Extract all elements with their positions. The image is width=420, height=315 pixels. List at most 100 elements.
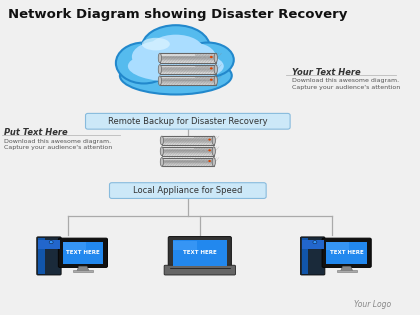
- Bar: [162, 144, 214, 145]
- Ellipse shape: [142, 25, 210, 69]
- Bar: [162, 164, 214, 165]
- Ellipse shape: [120, 57, 232, 94]
- Bar: [162, 143, 214, 144]
- Text: Remote Backup for Disaster Recovery: Remote Backup for Disaster Recovery: [108, 117, 268, 126]
- Bar: [160, 66, 216, 67]
- Bar: [160, 62, 216, 63]
- Bar: [160, 65, 216, 74]
- Bar: [162, 158, 214, 166]
- Circle shape: [201, 79, 203, 81]
- Circle shape: [208, 149, 211, 151]
- Ellipse shape: [148, 35, 204, 66]
- Bar: [162, 152, 214, 153]
- FancyBboxPatch shape: [322, 238, 371, 267]
- Bar: [302, 238, 308, 274]
- Bar: [38, 238, 45, 274]
- FancyBboxPatch shape: [110, 183, 266, 198]
- Bar: [160, 79, 216, 80]
- Bar: [160, 54, 216, 55]
- Bar: [162, 138, 214, 139]
- Bar: [163, 148, 194, 149]
- Circle shape: [210, 67, 213, 69]
- Ellipse shape: [214, 76, 218, 85]
- Circle shape: [205, 150, 207, 151]
- Bar: [302, 240, 324, 249]
- Ellipse shape: [132, 41, 188, 72]
- Bar: [160, 53, 216, 54]
- Circle shape: [200, 150, 202, 151]
- Ellipse shape: [212, 136, 215, 145]
- Bar: [160, 55, 216, 56]
- Bar: [160, 61, 216, 62]
- Bar: [173, 240, 227, 266]
- Bar: [162, 159, 214, 160]
- Ellipse shape: [182, 43, 234, 77]
- Ellipse shape: [128, 50, 224, 82]
- Circle shape: [208, 139, 211, 140]
- Circle shape: [208, 160, 211, 162]
- Bar: [38, 240, 60, 249]
- Circle shape: [201, 67, 203, 69]
- Bar: [160, 80, 216, 81]
- Bar: [160, 83, 216, 84]
- Bar: [160, 76, 216, 77]
- Bar: [160, 69, 216, 70]
- Bar: [160, 56, 216, 57]
- Bar: [162, 147, 214, 156]
- Bar: [162, 136, 214, 137]
- Circle shape: [206, 67, 208, 69]
- Bar: [160, 59, 216, 60]
- FancyBboxPatch shape: [86, 113, 290, 129]
- Ellipse shape: [158, 53, 161, 63]
- Bar: [162, 141, 214, 142]
- Bar: [160, 65, 216, 66]
- Bar: [326, 242, 349, 250]
- Circle shape: [210, 56, 213, 58]
- Ellipse shape: [212, 147, 215, 156]
- Bar: [162, 147, 214, 148]
- FancyBboxPatch shape: [301, 237, 325, 275]
- Bar: [160, 81, 216, 82]
- Text: Your Text Here: Your Text Here: [292, 68, 360, 77]
- Bar: [162, 161, 214, 162]
- Bar: [162, 140, 214, 141]
- Bar: [160, 72, 216, 73]
- Bar: [160, 78, 216, 79]
- Circle shape: [200, 139, 202, 140]
- Ellipse shape: [142, 38, 170, 50]
- Bar: [160, 77, 216, 78]
- Ellipse shape: [212, 158, 215, 166]
- Bar: [162, 153, 214, 154]
- Circle shape: [206, 79, 208, 81]
- Bar: [161, 54, 194, 56]
- Circle shape: [205, 160, 207, 162]
- Text: Download this awesome diagram.
Capture your audience's attention: Download this awesome diagram. Capture y…: [292, 78, 400, 90]
- Bar: [63, 242, 103, 264]
- Bar: [162, 162, 214, 163]
- Ellipse shape: [160, 136, 163, 145]
- FancyBboxPatch shape: [58, 238, 108, 267]
- Text: Put Text Here: Put Text Here: [4, 128, 68, 137]
- Bar: [160, 73, 216, 74]
- Text: TEXT HERE: TEXT HERE: [183, 250, 217, 255]
- Bar: [160, 60, 216, 61]
- Bar: [160, 68, 216, 69]
- Circle shape: [200, 160, 202, 162]
- Text: TEXT HERE: TEXT HERE: [66, 250, 100, 255]
- Ellipse shape: [160, 147, 163, 156]
- Bar: [162, 142, 214, 143]
- Bar: [160, 82, 216, 83]
- Ellipse shape: [160, 158, 163, 166]
- Bar: [161, 77, 194, 78]
- Polygon shape: [341, 266, 353, 271]
- Circle shape: [210, 78, 213, 81]
- Circle shape: [205, 139, 207, 140]
- Circle shape: [206, 56, 208, 58]
- Bar: [337, 270, 357, 272]
- Polygon shape: [77, 266, 89, 271]
- FancyBboxPatch shape: [37, 237, 61, 275]
- Bar: [160, 71, 216, 72]
- Bar: [162, 155, 214, 156]
- Bar: [173, 241, 197, 250]
- Bar: [160, 53, 216, 63]
